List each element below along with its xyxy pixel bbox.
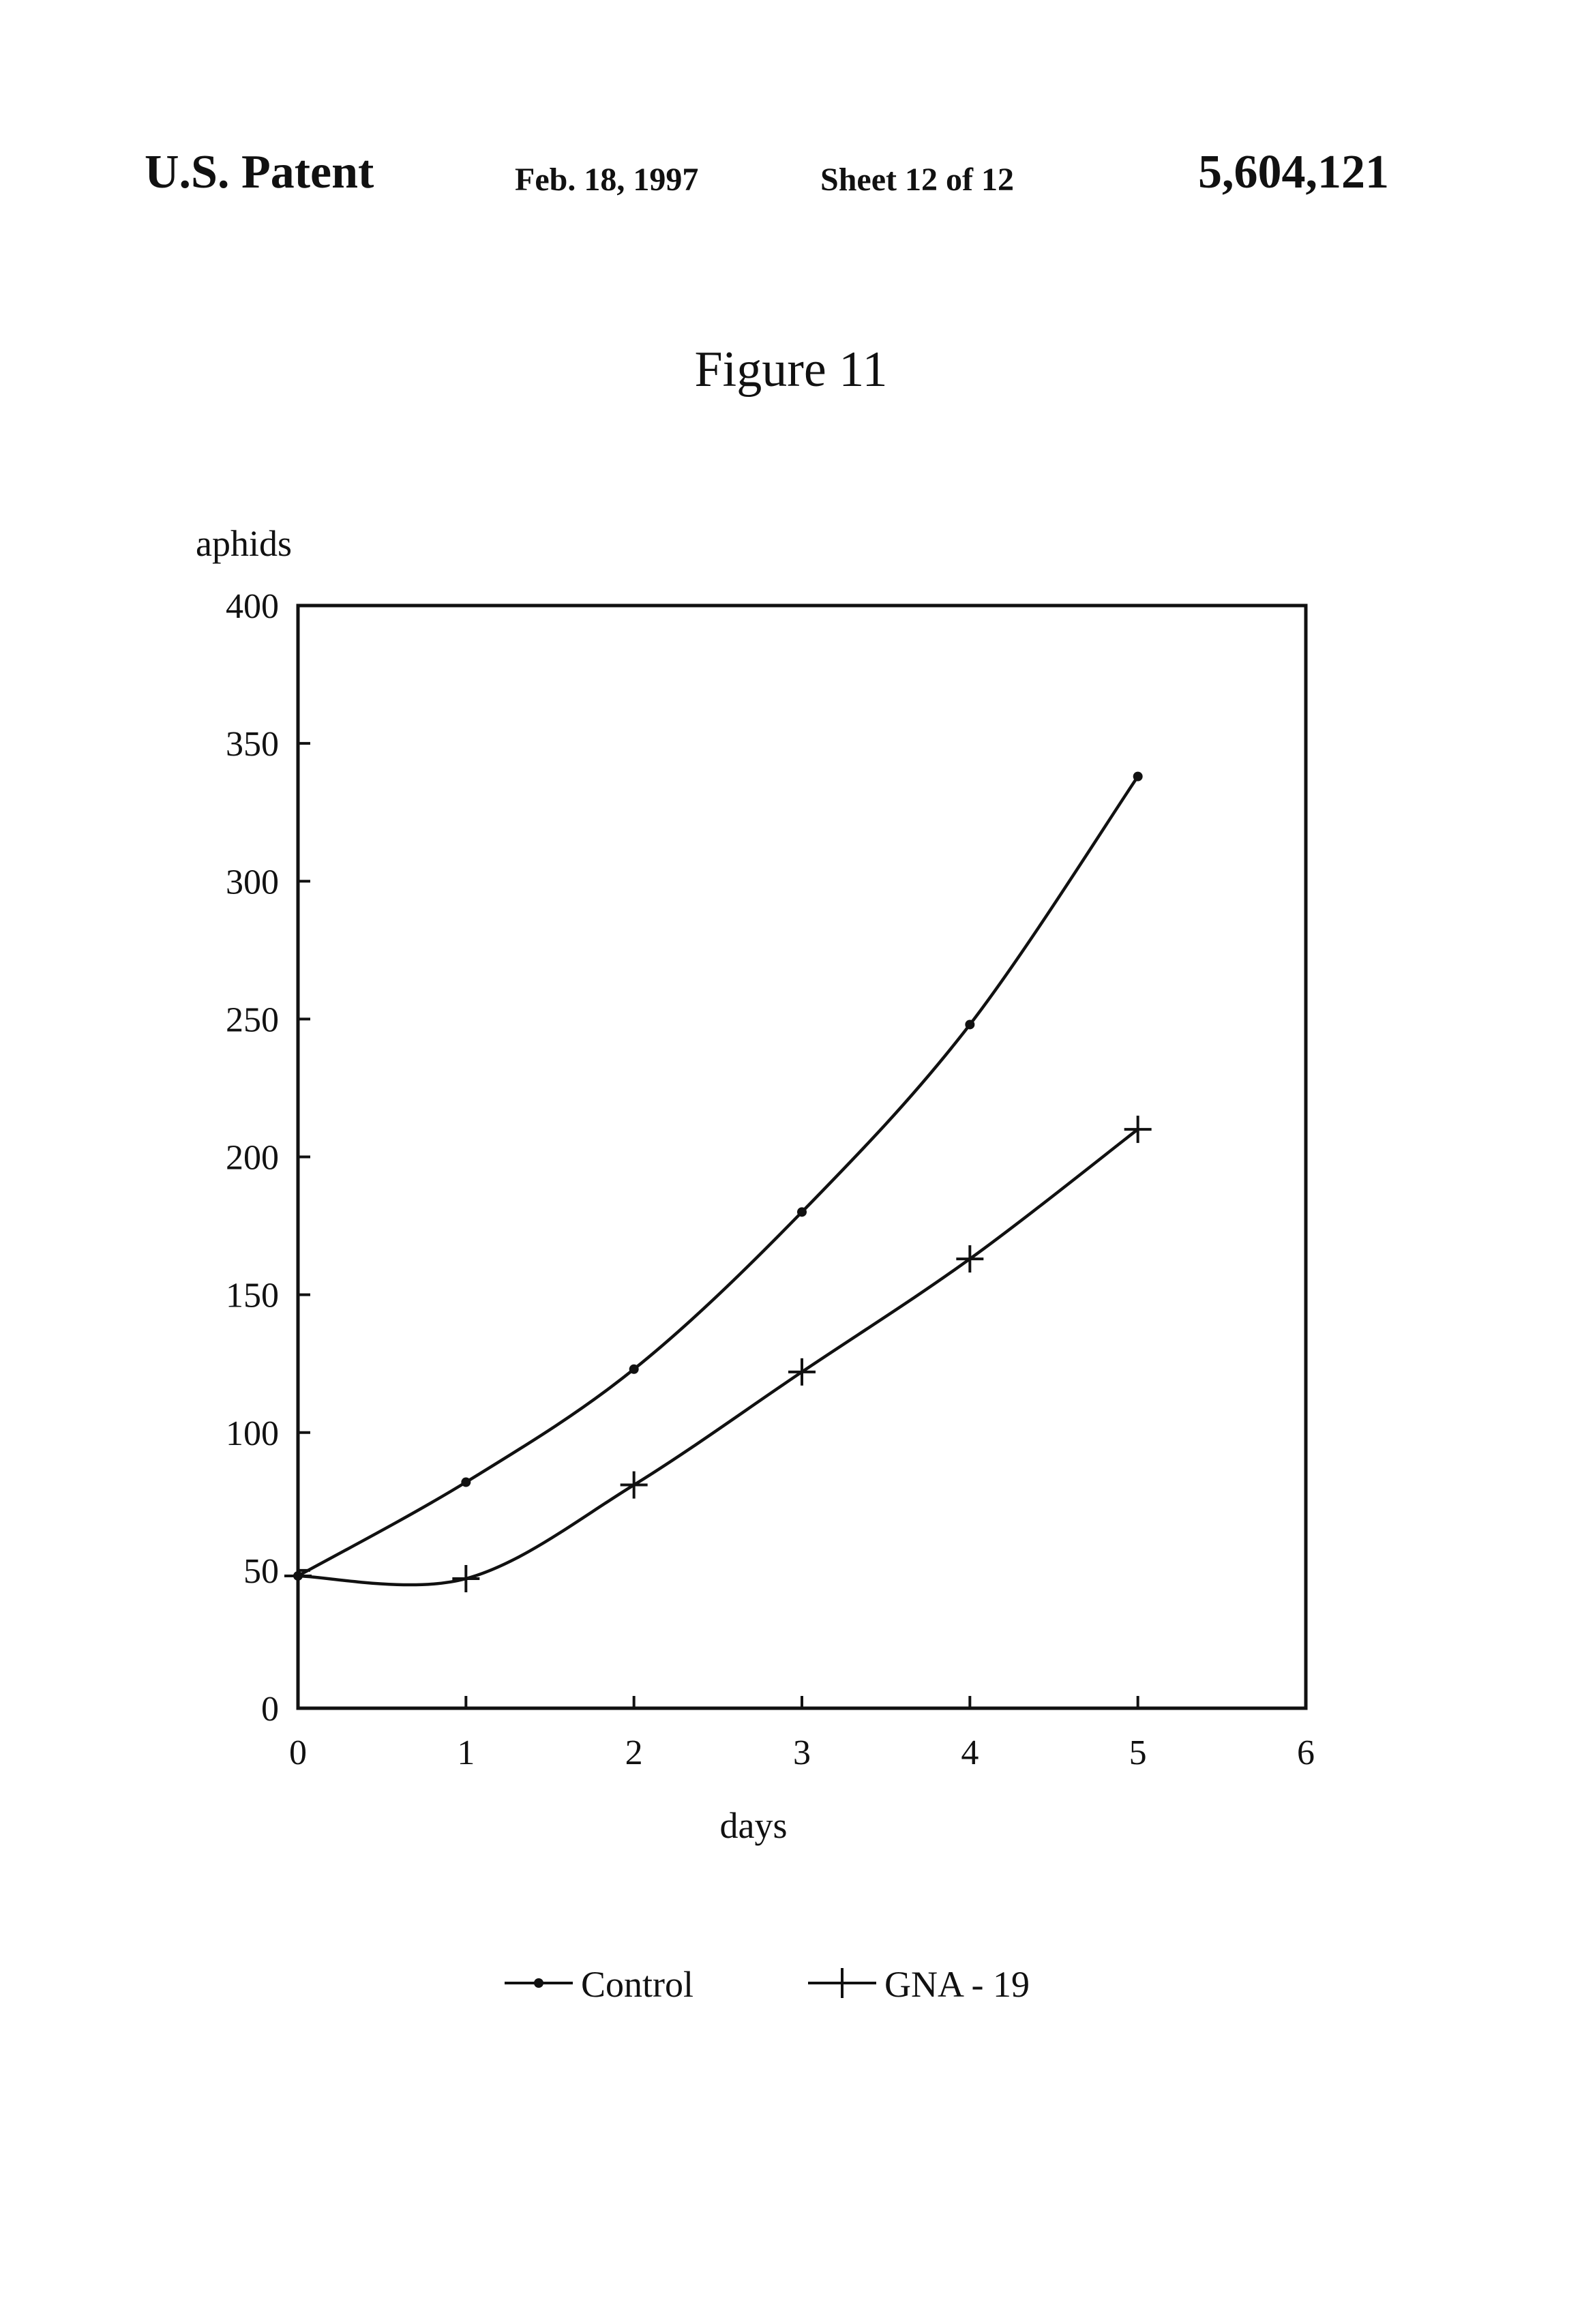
data-point-plus [284,1562,312,1590]
x-tick-label: 5 [1129,1733,1147,1772]
y-axis-label: aphids [196,523,292,564]
y-tick-label: 150 [226,1277,279,1315]
data-point-dot [461,1478,471,1487]
y-tick-label: 250 [226,1000,279,1039]
y-tick-label: 50 [243,1552,279,1591]
data-point-plus [1124,1116,1152,1143]
legend-marker-dot [534,1978,543,1988]
series-line-1 [298,1129,1138,1585]
y-tick-label: 200 [226,1139,279,1178]
data-point-dot [965,1019,974,1029]
data-point-plus [452,1565,479,1592]
data-point-plus [788,1358,816,1386]
data-point-dot [629,1365,639,1374]
y-tick-label: 300 [226,863,279,902]
y-tick-label: 0 [261,1690,279,1729]
x-tick-label: 0 [289,1733,307,1772]
x-tick-label: 1 [457,1733,475,1772]
data-point-plus [956,1245,983,1272]
legend-label: GNA - 19 [884,1964,1030,2005]
x-tick-label: 6 [1297,1733,1315,1772]
series-line-0 [298,777,1138,1576]
x-tick-label: 3 [793,1733,811,1772]
x-tick-label: 2 [625,1733,643,1772]
data-point-dot [797,1207,807,1217]
legend: Control GNA - 19 [505,1964,1030,2005]
y-tick-label: 400 [226,587,279,626]
x-tick-label: 4 [961,1733,979,1772]
y-tick-label: 350 [226,725,279,764]
data-point-plus [621,1472,648,1499]
plot-frame [298,606,1306,1708]
legend-label: Control [581,1964,693,2005]
data-point-dot [1133,772,1143,781]
x-axis-label: days [720,1805,788,1846]
y-tick-label: 100 [226,1414,279,1453]
